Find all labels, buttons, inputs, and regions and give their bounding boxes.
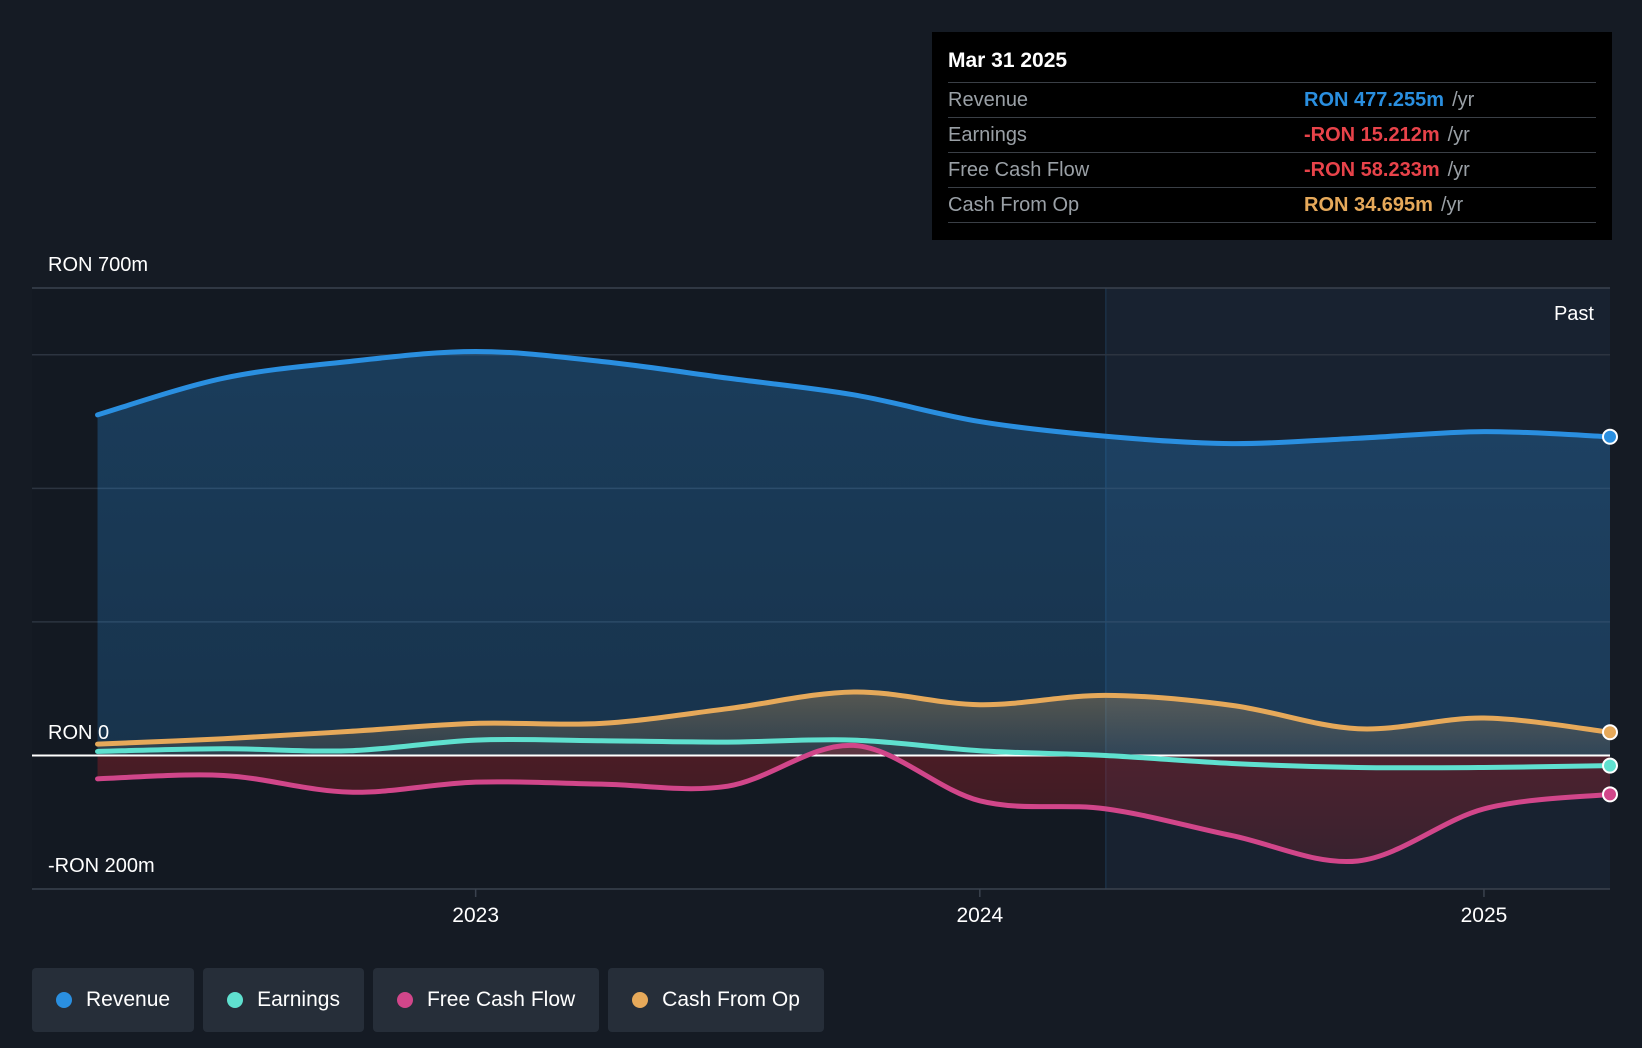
tooltip-unit: /yr xyxy=(1452,88,1475,111)
revenue-line xyxy=(95,348,1613,447)
tooltip-row-earnings: Earnings -RON 15.212m /yr xyxy=(948,117,1596,152)
tooltip-value: RON 34.695m xyxy=(1304,193,1433,216)
tooltip-row-cash-from-op: Cash From Op RON 34.695m /yr xyxy=(948,187,1596,223)
legend-dot-icon xyxy=(227,992,244,1008)
legend-item-earnings[interactable]: Earnings xyxy=(203,968,364,1032)
legend-label: Free Cash Flow xyxy=(426,988,576,1011)
free-cash-flow-line-end-point xyxy=(1602,786,1618,803)
tooltip-label: Cash From Op xyxy=(948,193,1080,216)
legend-item-revenue[interactable]: Revenue xyxy=(32,968,195,1032)
y-axis-label-top: RON 700m xyxy=(48,254,148,276)
free-cash-flow-line xyxy=(95,742,1613,865)
tooltip-unit: /yr xyxy=(1440,193,1464,216)
revenue-area xyxy=(97,351,1611,756)
legend-dot-icon xyxy=(632,992,649,1008)
tooltip-label: Earnings xyxy=(948,123,1027,146)
legend-label: Revenue xyxy=(86,988,171,1011)
y-axis-label-zero: RON 0 xyxy=(48,722,109,744)
cash-from-op-line xyxy=(95,689,1613,747)
legend-dot-icon xyxy=(396,992,413,1008)
tooltip-value: -RON 58.233m xyxy=(1304,158,1440,181)
revenue-line-end-point xyxy=(1602,428,1618,445)
tooltip-label: Free Cash Flow xyxy=(948,158,1090,181)
chart-lines-layer xyxy=(32,348,1618,865)
legend-item-cash-from-op[interactable]: Cash From Op xyxy=(608,968,824,1032)
past-label: Past xyxy=(1554,303,1594,325)
y-axis-label-bottom: -RON 200m xyxy=(48,855,155,877)
x-tick-label-2023: 2023 xyxy=(452,904,499,927)
legend-label: Earnings xyxy=(257,988,340,1011)
legend-dot-icon xyxy=(56,992,72,1008)
tooltip-unit: /yr xyxy=(1447,123,1470,146)
free-cash-flow-area xyxy=(97,745,1611,862)
legend: Revenue Earnings Free Cash Flow Cash Fro… xyxy=(32,968,824,1032)
tooltip-date: Mar 31 2025 xyxy=(948,49,1068,72)
earnings-line-end-point xyxy=(1602,757,1618,774)
tooltip-row-free-cash-flow: Free Cash Flow -RON 58.233m /yr xyxy=(948,152,1596,187)
tooltip-value: -RON 15.212m xyxy=(1304,123,1440,146)
legend-label: Cash From Op xyxy=(662,988,800,1011)
tooltip-unit: /yr xyxy=(1447,158,1470,181)
legend-item-free-cash-flow[interactable]: Free Cash Flow xyxy=(372,968,600,1032)
tooltip-label: Revenue xyxy=(948,88,1029,111)
x-tick-label-2025: 2025 xyxy=(1461,904,1508,927)
tooltip-value: RON 477.255m xyxy=(1304,88,1445,111)
tooltip: Mar 31 2025 Revenue RON 477.255m /yr Ear… xyxy=(932,32,1612,240)
chart-axes-layer: RON 700m RON 0 -RON 200m Past 2023 2024 … xyxy=(48,254,1594,927)
cash-from-op-line-end-point xyxy=(1602,724,1618,741)
x-tick-label-2024: 2024 xyxy=(956,904,1003,927)
tooltip-row-revenue: Revenue RON 477.255m /yr xyxy=(948,82,1596,117)
earnings-line xyxy=(95,736,1613,771)
